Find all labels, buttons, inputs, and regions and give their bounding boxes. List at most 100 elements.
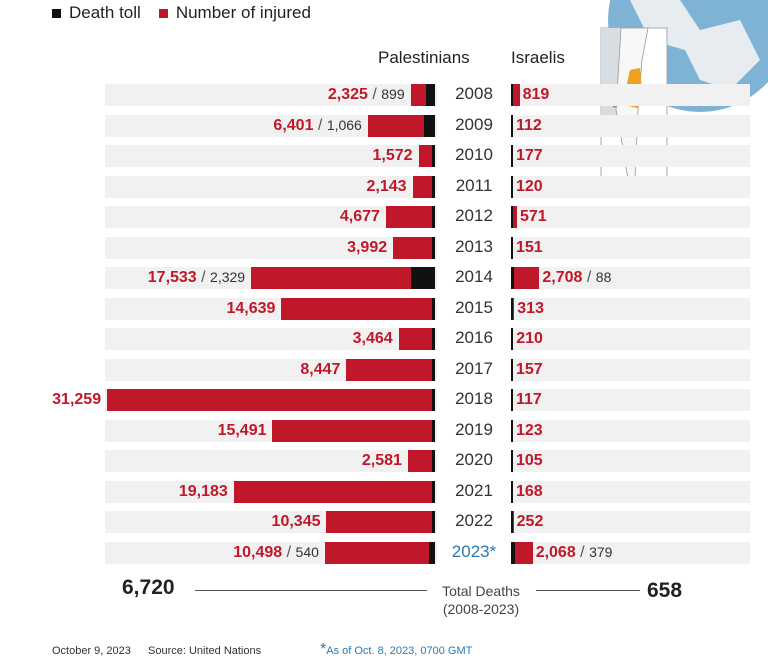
data-label-palestinians: 3,464 — [353, 330, 393, 348]
bar-palestinians-injured — [107, 389, 435, 411]
label-injured: 210 — [516, 330, 543, 347]
bar-israelis-deaths — [511, 511, 513, 533]
category-label: 2013 — [437, 235, 511, 266]
category-label: 2023* — [437, 540, 511, 571]
category-label: 2019 — [437, 418, 511, 449]
label-injured: 19,183 — [178, 482, 228, 500]
left-column-title: Palestinians — [378, 48, 470, 67]
data-label-palestinians: 14,639 — [227, 300, 276, 318]
bar-palestinians-deaths — [423, 114, 435, 137]
label-injured: 14,639 — [226, 299, 276, 317]
data-label-israelis: 168 — [516, 483, 543, 501]
label-injured: 123 — [516, 421, 543, 439]
data-label-israelis: 819 — [523, 86, 550, 104]
total-israelis: 658 — [647, 579, 683, 602]
bar-palestinians-injured — [367, 114, 435, 137]
bar-palestinians-deaths — [432, 511, 435, 533]
label-injured: 819 — [522, 86, 550, 103]
chart-legend: Death toll Number of injured — [52, 3, 311, 23]
label-injured: 2,581 — [361, 452, 402, 469]
bar-palestinians-deaths — [432, 206, 435, 228]
label-separator: / — [282, 543, 296, 561]
footer-date: October 9, 2023 — [52, 645, 131, 657]
label-injured: 571 — [519, 208, 547, 225]
label-injured: 6,401 — [273, 116, 314, 134]
bar-israelis-deaths — [511, 297, 513, 320]
label-deaths: 1,066 — [326, 116, 362, 133]
legend-label: Death toll — [69, 3, 141, 22]
bar-israelis-injured — [511, 206, 517, 228]
data-label-israelis: 2,708 / 88 — [542, 269, 611, 287]
legend-label: Number of injured — [175, 3, 311, 22]
label-injured: 168 — [516, 482, 543, 500]
bar-palestinians-deaths — [432, 480, 435, 503]
legend-swatch-death — [52, 9, 61, 19]
bar-palestinians-deaths — [432, 419, 435, 442]
bar-palestinians-deaths — [432, 175, 435, 198]
bar-israelis-injured — [511, 267, 540, 289]
label-injured: 117 — [516, 391, 542, 408]
category-label: 2009 — [437, 113, 511, 144]
category-label: 2021 — [437, 479, 511, 510]
data-label-palestinians: 19,183 — [179, 483, 228, 501]
label-injured: 1,572 — [372, 147, 413, 164]
bar-palestinians-deaths — [432, 389, 435, 411]
data-label-palestinians: 2,325 / 899 — [328, 86, 405, 104]
label-injured: 10,498 — [233, 543, 283, 561]
data-label-palestinians: 6,401 / 1,066 — [273, 117, 361, 135]
data-label-israelis: 2,068 / 379 — [536, 544, 613, 562]
label-injured: 2,325 — [327, 86, 368, 103]
label-deaths: 540 — [295, 543, 319, 560]
bar-palestinians-injured — [418, 145, 435, 167]
data-label-israelis: 177 — [516, 147, 543, 165]
bar-israelis-deaths — [511, 206, 513, 228]
total-label-line2: (2008-2023) — [442, 601, 520, 617]
label-injured: 10,345 — [271, 513, 321, 530]
data-label-palestinians: 31,259 — [52, 391, 101, 409]
total-deaths-label: Total Deaths (2008-2023) — [428, 582, 534, 618]
label-injured: 112 — [516, 116, 542, 134]
category-label: 2015 — [437, 296, 511, 327]
bar-palestinians-injured — [272, 419, 435, 442]
data-label-israelis: 151 — [516, 239, 543, 257]
data-label-israelis: 210 — [516, 330, 543, 348]
bar-israelis-deaths — [511, 328, 513, 350]
label-injured: 8,447 — [300, 360, 341, 378]
bar-palestinians-deaths — [432, 450, 435, 472]
bar-palestinians-deaths — [432, 297, 435, 320]
category-label: 2022 — [437, 510, 511, 540]
bar-palestinians-injured — [233, 480, 435, 503]
total-palestinians: 6,720 — [122, 576, 175, 599]
label-injured: 2,708 — [542, 269, 583, 286]
bar-israelis-deaths — [511, 541, 515, 564]
data-label-israelis: 123 — [516, 422, 543, 440]
total-line-left — [195, 590, 427, 591]
footer-note: *As of Oct. 8, 2023, 0700 GMT — [320, 641, 472, 659]
label-injured: 3,992 — [347, 238, 388, 256]
label-injured: 151 — [516, 238, 543, 256]
bar-palestinians-injured — [393, 236, 435, 259]
note-text: As of Oct. 8, 2023, 0700 GMT — [326, 645, 473, 657]
bar-palestinians-injured — [251, 267, 435, 289]
bar-palestinians-injured — [407, 450, 435, 472]
bar-israelis-deaths — [511, 419, 513, 442]
category-label: 2011 — [437, 174, 511, 205]
bar-palestinians-deaths — [432, 145, 435, 167]
data-label-palestinians: 3,992 — [347, 239, 387, 257]
bar-palestinians-deaths — [425, 84, 435, 106]
bar-palestinians-injured — [412, 175, 435, 198]
bar-palestinians-injured — [326, 511, 435, 533]
bar-israelis-deaths — [511, 145, 513, 167]
bar-israelis-deaths — [511, 236, 513, 259]
label-deaths: 2,329 — [210, 269, 246, 285]
bar-israelis-deaths — [511, 84, 513, 106]
label-injured: 31,259 — [52, 391, 102, 408]
bar-israelis-deaths — [511, 389, 513, 411]
footer-source: Source: United Nations — [148, 645, 262, 657]
label-injured: 15,491 — [217, 421, 267, 439]
data-label-palestinians: 2,143 — [366, 178, 406, 196]
bar-palestinians-injured — [385, 206, 435, 228]
bar-palestinians-injured — [324, 541, 435, 564]
label-injured: 157 — [516, 360, 543, 378]
category-label: 2018 — [437, 388, 511, 418]
